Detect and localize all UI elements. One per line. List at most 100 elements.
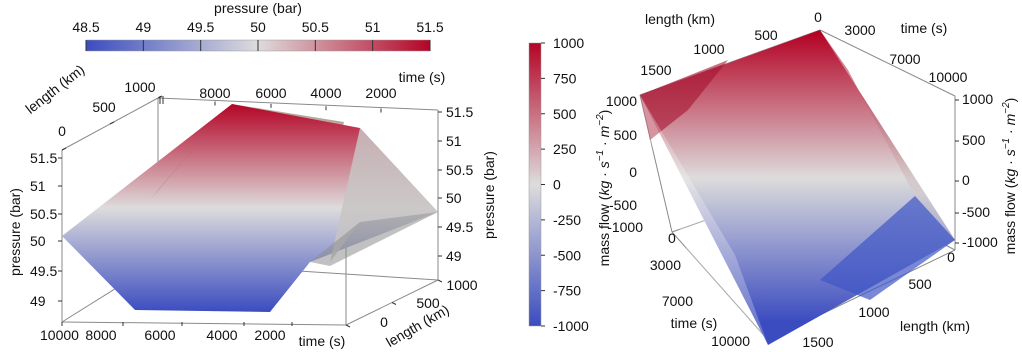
pressure-surface-point <box>351 126 354 129</box>
pressure-tick-label: 51 <box>365 19 381 35</box>
pressure-right-tick-label: 49.5 <box>446 219 473 235</box>
time-top-axis-label: time (s) <box>901 20 948 36</box>
pressure-right-tick-label: 51 <box>446 133 462 149</box>
massflow-label-mid: · m <box>596 125 612 149</box>
time-top-tick-label: 3000 <box>844 22 875 38</box>
massflow-tick-label: -1000 <box>553 318 589 334</box>
time-bottom-tick-label: 0 <box>668 230 676 246</box>
time-back-tick-label: 2000 <box>365 85 396 101</box>
massflow-tick-label: 0 <box>553 177 561 193</box>
massflow-right-tick-label: 500 <box>962 132 986 148</box>
time-top-tick-label: 7000 <box>889 51 920 67</box>
time-back-axis-label: time (s) <box>399 69 446 85</box>
massflow-label-text: mass flow ( <box>596 195 612 266</box>
pressure-surface-point <box>61 252 64 255</box>
time-back-tick-label: 6000 <box>255 85 286 101</box>
time-back-tick-label: 4000 <box>310 85 341 101</box>
massflow-label-units: kg · s <box>596 161 612 195</box>
massflow-colorbar-ticks: 1000 750 500 250 0 -250 -500 -750 -1000 <box>541 35 589 334</box>
time-bottom-tick-label: 10000 <box>711 333 750 349</box>
time-front-axis-label: time (s) <box>299 333 346 349</box>
pressure-tick-label: 51.5 <box>416 19 443 35</box>
massflow-tick-label: -500 <box>553 247 581 263</box>
massflow-colorbar-label: mass flow (kg · s−1 · m−2) <box>595 110 612 267</box>
massflow-tick-label: 250 <box>553 141 577 157</box>
left-plot: pressure (bar) 48.5 49 49.5 50 50.5 51 51.5 5 <box>7 0 497 350</box>
pressure-surface-point <box>224 104 227 107</box>
time-bottom-tick-label: 3000 <box>650 257 681 273</box>
pressure-tick-label: 48.5 <box>72 19 99 35</box>
massflow-surface-point <box>819 29 822 32</box>
length-bottom-axis-label: length (km) <box>900 318 970 334</box>
tick-mark <box>61 147 67 151</box>
massflow-tick-label: 750 <box>553 70 577 86</box>
massflow-left-tick-label: 1000 <box>606 93 637 109</box>
time-front-tick-label: 10000 <box>40 327 79 343</box>
massflow-label-exp1: −1 <box>595 150 606 161</box>
tick-mark <box>109 121 115 125</box>
length-bottom-tick-label: 0 <box>947 249 955 265</box>
massflow-label-close: ) <box>596 110 612 115</box>
length-tick-label: 1000 <box>124 79 155 95</box>
time-front-tick-label: 6000 <box>144 327 175 343</box>
massflow-right-tick-label: -500 <box>962 204 990 220</box>
massflow-surface-point <box>639 94 642 97</box>
length-bottom-tick-label: 500 <box>908 276 932 292</box>
pressure-left-tick-label: 51.5 <box>30 150 57 166</box>
pressure-right-tick-label: 50.5 <box>446 162 473 178</box>
massflow-left-tick-label: 0 <box>629 164 637 180</box>
time-back-tick-label: 8000 <box>199 85 230 101</box>
massflow-label-exp2: −2 <box>595 114 606 126</box>
pressure-tick-label: 49 <box>136 19 152 35</box>
pressure-tick-label: 49.5 <box>187 19 214 35</box>
massflow-tick-label: 1000 <box>553 35 584 51</box>
massflow-right-tick-label: 0 <box>962 172 970 188</box>
pressure-left-tick-label: 50.5 <box>30 206 57 222</box>
massflow-right-tick-label: 1000 <box>962 91 993 107</box>
length-top-tick-label: 0 <box>814 9 822 25</box>
time-bottom-tick-label: 7000 <box>662 293 693 309</box>
time-front-tick-label: 8000 <box>85 327 116 343</box>
pressure-tick-label: 50 <box>250 19 266 35</box>
time-bottom-axis-label: time (s) <box>671 315 718 331</box>
length-axis-label: length (km) <box>22 61 87 117</box>
time-front-tick-label: 2000 <box>254 327 285 343</box>
length-bottom-tick-label: 1500 <box>802 334 833 350</box>
pressure-left-tick-label: 51 <box>30 178 46 194</box>
pressure-left-axis-label: pressure (bar) <box>7 188 23 276</box>
pressure-right-tick-label: 50 <box>446 190 462 206</box>
tick-mark <box>345 324 351 328</box>
massflow-left-tick-label: 500 <box>614 127 638 143</box>
tick-mark <box>391 302 397 305</box>
length-tick-label: 500 <box>92 99 116 115</box>
pressure-tick-label: 50.5 <box>302 19 329 35</box>
time-front-tick-label: 4000 <box>206 327 237 343</box>
pressure-surface-point <box>437 210 440 213</box>
massflow-tick-label: 500 <box>553 106 577 122</box>
massflow-tick-label: -250 <box>553 212 581 228</box>
pressure-surface <box>62 104 438 312</box>
length-tick-label: 0 <box>58 123 66 139</box>
length-bottom-tick-label: 1000 <box>858 304 889 320</box>
pressure-colorbar-label: pressure (bar) <box>214 0 302 16</box>
length-right-tick-label: 500 <box>416 295 440 311</box>
massflow-surface-point <box>767 344 770 347</box>
pressure-right-tick-label: 51.5 <box>446 104 473 120</box>
massflow-left-tick-label: -500 <box>609 197 637 213</box>
massflow-surface <box>640 30 955 345</box>
length-top-tick-label: 1000 <box>693 41 724 57</box>
length-top-tick-label: 500 <box>754 27 778 43</box>
massflow-surface-point <box>954 239 957 242</box>
pressure-left-tick-label: 50 <box>30 233 46 249</box>
massflow-colorbar <box>528 42 542 327</box>
massflow-left-tick-label: -1000 <box>607 219 643 235</box>
length-top-axis-label: length (km) <box>645 11 715 27</box>
length-right-tick-label: 0 <box>380 314 388 330</box>
pressure-right-tick-label: 49 <box>446 248 462 264</box>
pressure-right-axis-label: pressure (bar) <box>481 151 497 239</box>
pressure-left-tick-label: 49 <box>30 293 46 309</box>
length-right-tick-label: 1000 <box>446 277 477 293</box>
